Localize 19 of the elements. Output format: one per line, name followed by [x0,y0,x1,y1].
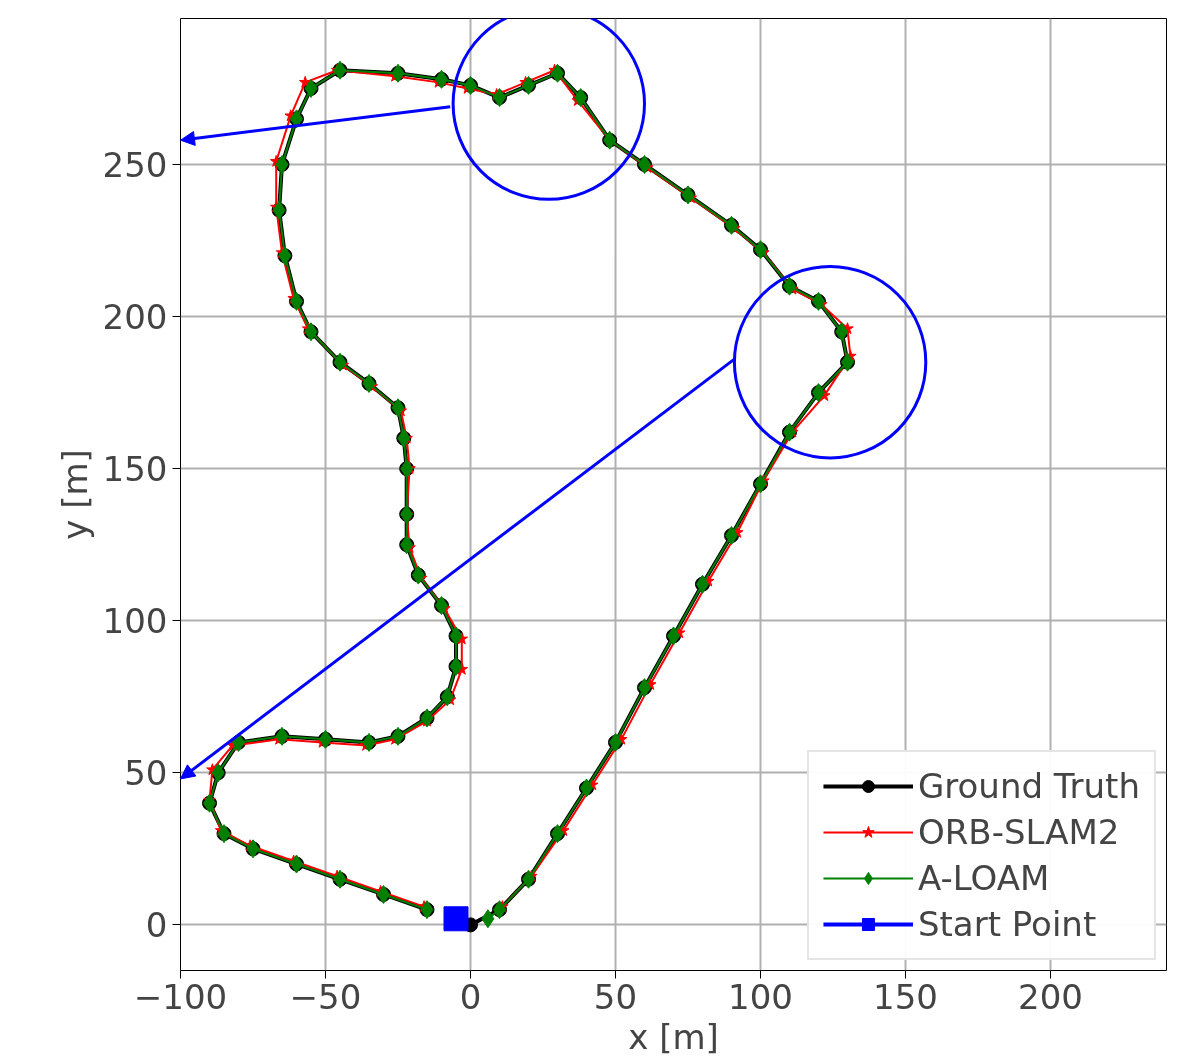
legend-label: Start Point [917,904,1097,944]
y-tick-label: 0 [145,905,168,946]
x-tick-label: 0 [459,976,482,1017]
x-tick-label: 150 [873,976,938,1017]
legend-label: A-LOAM [917,858,1050,898]
x-tick-label: −50 [289,976,362,1017]
legend-label: Ground Truth [917,766,1140,806]
x-tick-label: 200 [1018,976,1083,1017]
x-axis-title: x [m] [628,1016,719,1057]
legend-label: ORB-SLAM2 [917,812,1120,852]
y-tick-label: 50 [124,753,168,794]
x-tick-label: 50 [593,976,638,1017]
y-tick-label: 200 [102,297,168,338]
y-tick-label: 150 [102,449,168,490]
x-tick-label: −100 [133,976,228,1017]
x-tick-label: 100 [728,976,793,1017]
y-tick-label: 100 [102,601,168,642]
y-tick-label: 250 [102,144,168,185]
y-axis-title: y [m] [54,449,95,540]
